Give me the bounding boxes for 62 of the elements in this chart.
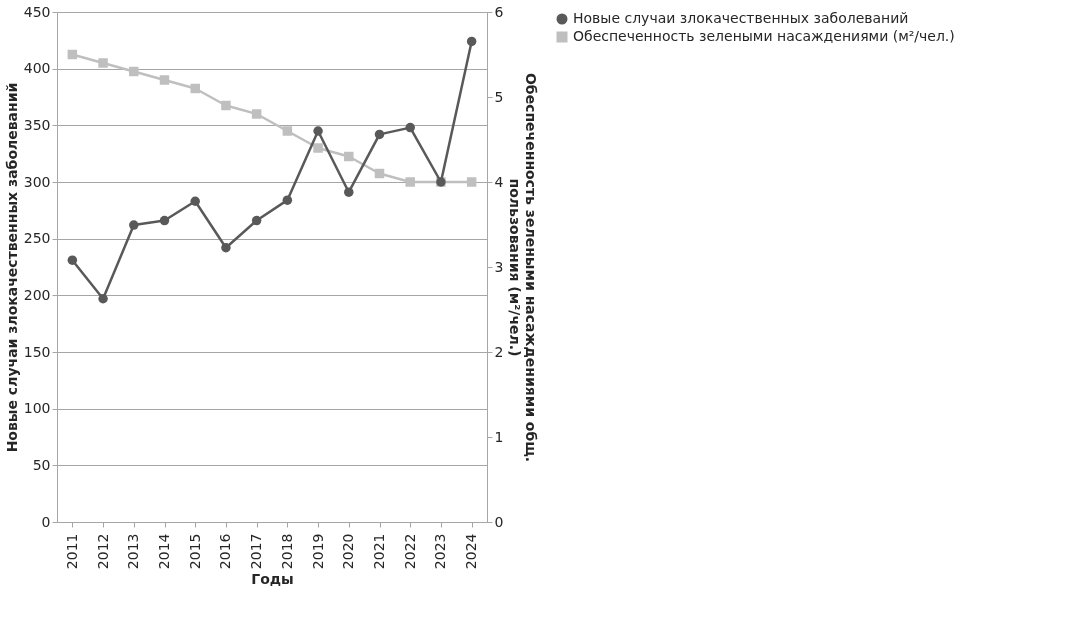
x-axis-title: Годы (251, 571, 294, 588)
y2-tick-label: 3 (494, 258, 504, 275)
y-tick-label: 200 (23, 286, 51, 303)
point (159, 215, 170, 226)
point (129, 66, 139, 77)
point (374, 129, 385, 140)
x-tick-label: 2020 (340, 533, 357, 570)
y2-tick-label: 1 (494, 428, 504, 445)
y2-tick-label: 2 (494, 343, 504, 360)
point (405, 177, 415, 187)
point (374, 168, 385, 179)
point (159, 75, 170, 85)
point (67, 255, 78, 265)
x-tick-label: 2018 (278, 533, 295, 570)
point (282, 195, 293, 205)
point (98, 294, 108, 304)
point (129, 220, 139, 230)
point (313, 143, 323, 153)
point (221, 243, 231, 253)
y2-tick-label: 6 (494, 3, 504, 20)
x-tick-label: 2022 (401, 533, 418, 570)
point (251, 215, 262, 226)
y2-tick-label: 4 (494, 173, 504, 190)
point (466, 36, 477, 47)
point (405, 122, 415, 133)
legend-label: Новые случаи злокачественных заболеваний (573, 10, 909, 26)
y-tick-label: 450 (23, 3, 51, 20)
x-tick-label: 2016 (217, 533, 234, 570)
x-tick-label: 2019 (309, 533, 326, 570)
x-tick-label: 2013 (125, 533, 142, 570)
x-tick-label: 2023 (432, 533, 449, 570)
y-tick-label: 350 (23, 116, 51, 133)
x-tick-label: 2024 (463, 533, 480, 570)
y-tick-label: 50 (32, 456, 51, 473)
point (190, 196, 200, 206)
y-tick-label: 250 (23, 230, 51, 247)
point (344, 187, 354, 197)
x-tick-label: 2011 (63, 533, 80, 570)
y2-tick-label: 5 (494, 88, 504, 105)
legend-label: Обеспеченность зелеными насаждениями (м²/чел.) (573, 28, 955, 44)
x-tick-label: 2021 (371, 533, 387, 570)
x-tick-label: 2012 (94, 533, 111, 570)
y-axis-title: Новые случаи злокачественных заболеваний (3, 82, 20, 453)
point (190, 83, 200, 94)
y-tick-label: 400 (23, 60, 51, 77)
y-tick-label: 100 (23, 400, 51, 417)
point (221, 100, 231, 111)
y-tick-label: 150 (23, 343, 51, 360)
point (313, 126, 323, 136)
y-tick-label: 0 (41, 513, 51, 530)
x-tick-label: 2015 (186, 533, 203, 570)
y-tick-label: 300 (23, 173, 51, 190)
point (466, 177, 477, 187)
point (98, 58, 108, 68)
x-tick-label: 2014 (156, 533, 172, 570)
point (344, 151, 354, 162)
point (67, 49, 78, 60)
y2-tick-label: 0 (494, 513, 504, 530)
point (251, 109, 262, 119)
y2-axis-title: Обеспеченность зелеными насаждениями общ. пользования (м²/чел.) (507, 72, 540, 463)
x-tick-label: 2017 (248, 533, 265, 570)
point (282, 126, 293, 136)
